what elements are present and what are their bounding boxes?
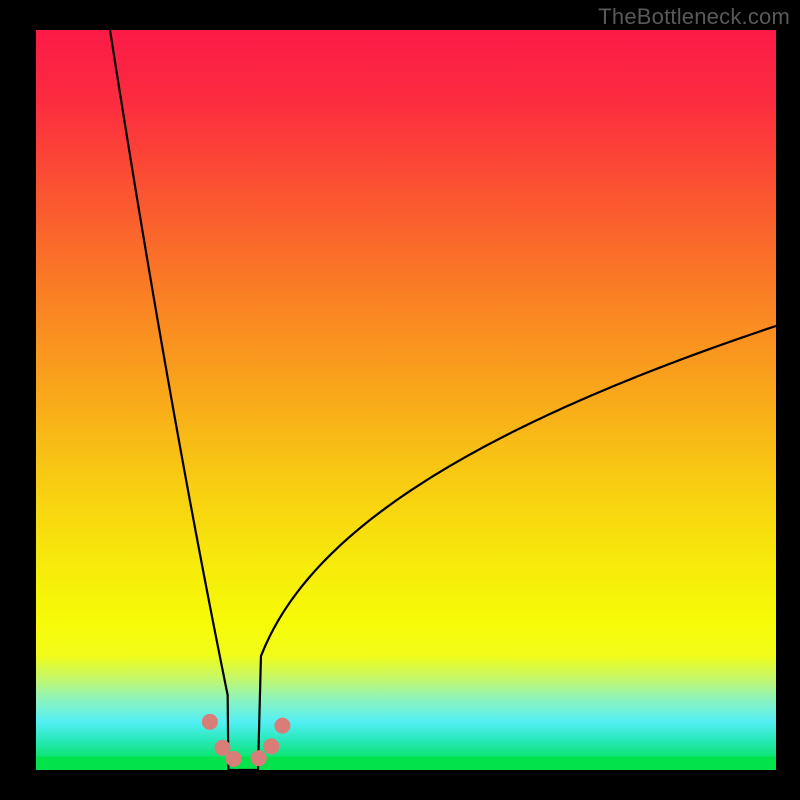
chart-root: TheBottleneck.com [0, 0, 800, 800]
bottleneck-curve-chart [0, 0, 800, 800]
watermark-text: TheBottleneck.com [598, 4, 790, 30]
